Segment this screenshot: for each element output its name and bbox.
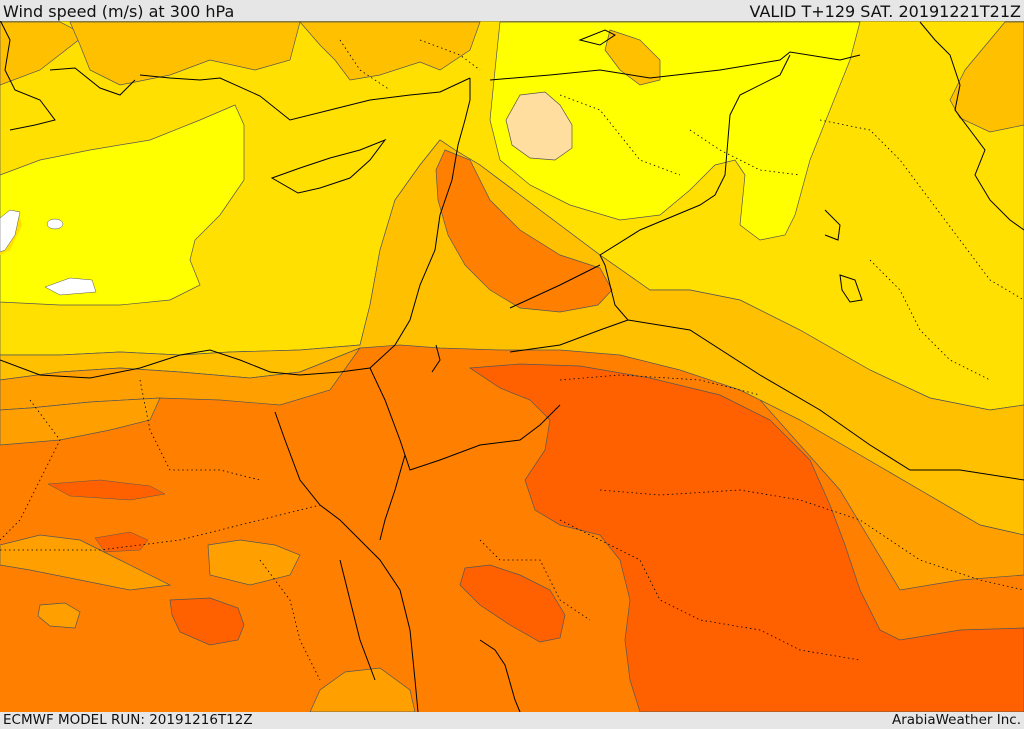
band-amber-north-2 bbox=[299, 21, 481, 81]
band-yellow-west bbox=[0, 104, 245, 306]
band-red-orange-core bbox=[468, 363, 1024, 712]
band-amber-north-3 bbox=[604, 29, 661, 86]
wind-speed-map bbox=[0, 21, 1024, 712]
band-red-orange-small-1 bbox=[94, 531, 149, 553]
model-run-label: ECMWF MODEL RUN: 20191216T12Z bbox=[3, 712, 253, 728]
internal-borders bbox=[0, 39, 1024, 681]
band-orange-patch-4 bbox=[0, 534, 172, 591]
band-red-orange-small-2 bbox=[47, 479, 166, 501]
white-patch-2 bbox=[44, 277, 97, 296]
band-amber-northeast bbox=[949, 21, 1024, 133]
band-orange-patch-5 bbox=[0, 397, 161, 446]
band-orange-patch-1 bbox=[309, 667, 416, 712]
band-yellow-north bbox=[489, 21, 861, 241]
map-title: Wind speed (m/s) at 300 hPa bbox=[3, 2, 235, 21]
country-borders bbox=[369, 54, 1024, 481]
footer-bar: ECMWF MODEL RUN: 20191216T12Z ArabiaWeat… bbox=[0, 712, 1024, 729]
credit-label: ArabiaWeather Inc. bbox=[891, 712, 1021, 728]
band-orange-east bbox=[759, 399, 1024, 591]
band-pale bbox=[505, 91, 573, 161]
white-patch-1 bbox=[46, 218, 64, 230]
band-amber-north-1 bbox=[69, 21, 301, 86]
band-amber-west bbox=[0, 21, 86, 86]
band-red-orange-blob-1 bbox=[459, 564, 566, 643]
band-orange-patch-2 bbox=[37, 602, 81, 629]
band-dark-orange-levant bbox=[435, 149, 613, 313]
valid-time-label: VALID T+129 SAT. 20191221T21Z bbox=[749, 2, 1021, 21]
band-orange-patch-3 bbox=[207, 539, 301, 586]
band-red-orange-blob-2 bbox=[169, 597, 245, 646]
white-patch-3 bbox=[0, 209, 21, 253]
header-bar: Wind speed (m/s) at 300 hPa VALID T+129 … bbox=[0, 0, 1024, 21]
